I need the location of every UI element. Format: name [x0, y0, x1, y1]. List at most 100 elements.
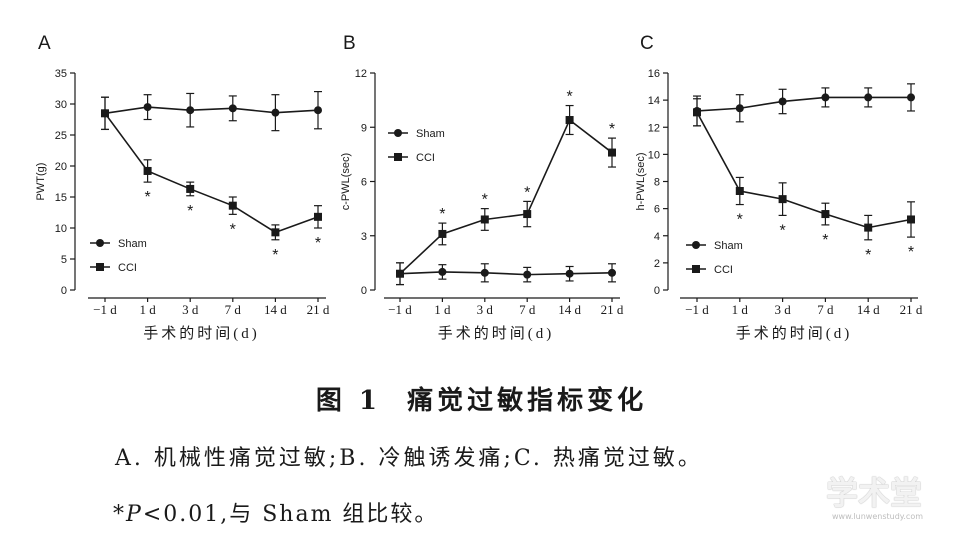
y-tick-label-a: 5 [61, 254, 67, 266]
data-point-b-sham [565, 269, 574, 278]
series-line-a-sham [104, 106, 319, 115]
data-point-a-sham [143, 103, 152, 112]
x-axis-label-a: 手术的时间(d) [143, 325, 260, 342]
y-tick-label-a: 30 [55, 99, 67, 111]
watermark-url: www.lunwenstudy.com [832, 512, 924, 521]
x-tick-label-a: 3 d [182, 302, 199, 317]
data-point-b-cci [396, 269, 404, 278]
x-axis-label-c: 手术的时间(d) [736, 325, 853, 342]
x-tick-label-a: 1 d [139, 302, 156, 317]
y-tick-label-a: 20 [55, 161, 67, 173]
significance-asterisk-a: * [315, 235, 321, 252]
panel-letter-c: C [640, 33, 654, 54]
x-tick-label-c: 3 d [774, 302, 791, 317]
y-tick-label-c: 12 [648, 122, 660, 134]
significance-asterisk-b: * [566, 89, 572, 106]
legend-marker-a-cci [96, 263, 104, 271]
panel-letter-b: B [343, 33, 356, 54]
x-tick-label-b: 1 d [434, 302, 451, 317]
series-c-cci [693, 98, 915, 241]
legend-label-a-cci: CCI [118, 262, 137, 274]
significance-asterisk-c: * [822, 232, 828, 249]
significance-asterisk-a: * [144, 189, 150, 206]
significance-asterisk-b: * [439, 206, 445, 223]
data-point-c-sham [821, 93, 830, 102]
legend-label-c-cci: CCI [714, 264, 733, 276]
legend-marker-c-cci [692, 265, 700, 273]
y-tick-label-c: 16 [648, 68, 660, 80]
note-text: <0.01,与 Sham 组比较。 [142, 502, 439, 527]
y-tick-label-c: 4 [654, 231, 660, 243]
x-tick-label-c: 14 d [857, 302, 880, 317]
legend-marker-b-sham [394, 129, 402, 137]
legend-marker-b-cci [394, 153, 402, 161]
y-tick-label-b: 0 [361, 285, 367, 297]
y-tick-label-c: 8 [654, 177, 660, 189]
data-point-c-cci [907, 215, 915, 224]
legend-marker-a-sham [96, 239, 104, 247]
data-point-a-cci [228, 201, 237, 210]
x-tick-label-c: 21 d [900, 302, 923, 317]
significance-asterisk-c: * [779, 222, 785, 239]
data-point-b-cci [608, 148, 616, 157]
significance-asterisk-b: * [609, 121, 615, 138]
panel-letter-a: A [38, 33, 51, 54]
x-tick-label-a: −1 d [93, 302, 117, 317]
x-tick-label-a: 14 d [264, 302, 287, 317]
data-point-c-sham [778, 97, 787, 106]
watermark-logo: 学术堂 [826, 474, 923, 512]
x-tick-label-b: 21 d [601, 302, 624, 317]
chart-panel-a: A 0 5 10 15 20 25 30 35 PWT(g) −1 d 1 d 3 d 7 d 14 d 21… [35, 33, 330, 342]
significance-asterisk-a: * [187, 203, 193, 220]
y-tick-label-a: 15 [55, 192, 67, 204]
data-point-a-cci [271, 228, 280, 237]
legend-label-c-sham: Sham [714, 240, 743, 252]
data-point-b-sham [608, 268, 616, 277]
data-point-a-cci [101, 109, 109, 118]
legend-a: Sham CCI [90, 238, 147, 274]
x-tick-label-c: 1 d [732, 302, 749, 317]
data-point-b-cci [438, 229, 447, 238]
data-point-c-cci [693, 108, 701, 117]
x-tick-label-b: −1 d [388, 302, 412, 317]
y-axis-label-a: PWT(g) [35, 163, 47, 201]
data-point-a-cci [143, 166, 152, 175]
x-tick-label-c: 7 d [817, 302, 834, 317]
data-point-a-sham [228, 104, 237, 113]
chart-panel-b: B 0 3 6 9 12 c-PWL(sec) −1 d 1 d 3 d 7 d 14 d 21 d 手术… [340, 33, 624, 342]
data-point-a-sham [314, 106, 322, 115]
y-axis-label-c: h-PWL(sec) [635, 152, 647, 210]
series-line-a-cci [104, 112, 319, 234]
y-tick-label-c: 2 [654, 258, 660, 270]
data-point-b-cci [480, 215, 489, 224]
data-point-c-cci [735, 186, 744, 195]
series-line-b-sham [399, 271, 613, 276]
x-axis-label-b: 手术的时间(d) [438, 325, 555, 342]
significance-asterisk-c: * [737, 212, 743, 229]
figure-caption-title: 图 1 痛觉过敏指标变化 [315, 386, 648, 416]
chart-panel-c: C 0 2 4 6 8 10 12 14 16 h-PWL(sec) −1 d 1 d 3 d 7 d 14 … [635, 33, 923, 342]
data-point-b-sham [438, 267, 447, 276]
series-line-c-sham [696, 96, 911, 112]
significance-asterisk-c: * [865, 247, 871, 264]
legend-c: Sham CCI [686, 240, 743, 276]
data-point-c-cci [778, 195, 787, 204]
series-line-c-cci [696, 111, 912, 229]
y-tick-label-a: 35 [55, 68, 67, 80]
x-tick-label-b: 14 d [558, 302, 581, 317]
legend-b: Sham CCI [388, 128, 445, 164]
data-point-a-cci [186, 184, 195, 193]
y-tick-label-b: 12 [355, 68, 367, 80]
x-tick-label-b: 7 d [519, 302, 536, 317]
significance-asterisk-c: * [908, 244, 914, 261]
y-tick-label-c: 0 [654, 285, 660, 297]
series-b-sham [396, 262, 616, 286]
y-tick-label-b: 6 [361, 177, 367, 189]
y-tick-label-b: 9 [361, 122, 367, 134]
significance-asterisk-b: * [524, 184, 530, 201]
series-a-sham [101, 90, 322, 132]
y-tick-label-c: 14 [648, 95, 660, 107]
y-tick-label-a: 10 [55, 223, 67, 235]
